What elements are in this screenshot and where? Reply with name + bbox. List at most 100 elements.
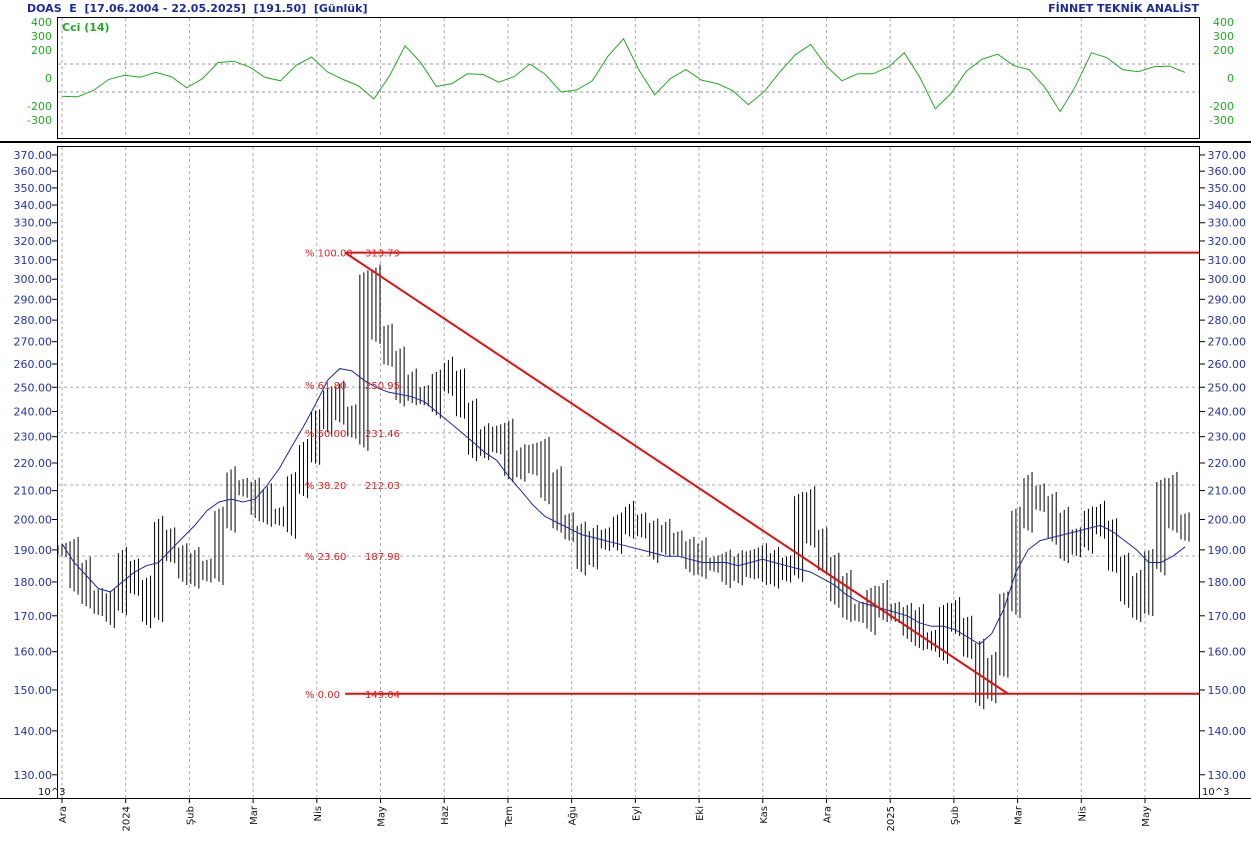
fibonacci-level-value: 231.46 [365, 429, 400, 440]
price-tick-label-left: 240.00 [14, 405, 53, 418]
last-price: [191.50] [253, 2, 307, 15]
price-panel-frame [57, 146, 1200, 799]
chart-header-info: DOAS E [17.06.2004 - 22.05.2025] [191.50… [27, 2, 367, 15]
price-tick-label-left: 180.00 [14, 576, 53, 589]
x-tick-label: Ağu [567, 806, 579, 826]
scale-note-right: 10^3 [1202, 787, 1229, 798]
cci-tick-label-left: 300 [31, 30, 52, 43]
x-tick-label: Mar [1014, 805, 1025, 825]
cci-tick-label-left: 200 [31, 44, 52, 57]
fibonacci-level-value: 212.03 [365, 481, 400, 492]
price-tick-label-left: 350.00 [14, 182, 53, 195]
cci-tick-label-right: -200 [1209, 100, 1234, 113]
scale-note-left: 10^3 [38, 787, 65, 798]
fibonacci-level-value: 149.04 [365, 690, 400, 701]
price-tick-label-left: 150.00 [14, 684, 53, 697]
price-tick-label-right: 230.00 [1208, 431, 1247, 444]
price-tick-label-left: 270.00 [14, 336, 53, 349]
fibonacci-level-value: 187.98 [365, 552, 400, 563]
price-tick-label-left: 190.00 [14, 544, 53, 557]
price-tick-label-right: 290.00 [1208, 293, 1247, 306]
price-tick-label-right: 350.00 [1208, 182, 1247, 195]
price-tick-label-left: 260.00 [14, 358, 53, 371]
x-tick-label: Nis [313, 806, 324, 821]
price-tick-label-left: 230.00 [14, 431, 53, 444]
fibonacci-level-label: % 23.60 [305, 552, 346, 563]
price-tick-label-right: 190.00 [1208, 544, 1247, 557]
x-tick-label: Tem [504, 806, 515, 827]
price-tick-label-right: 360.00 [1208, 165, 1247, 178]
cci-tick-label-right: 200 [1213, 44, 1234, 57]
fibonacci-level-label: % 38.20 [305, 481, 346, 492]
price-tick-label-left: 370.00 [14, 149, 53, 162]
fibonacci-trendline [344, 251, 1009, 695]
price-tick-label-right: 280.00 [1208, 314, 1247, 327]
x-tick-label: May [1141, 806, 1152, 827]
price-tick-label-left: 220.00 [14, 457, 53, 470]
price-tick-label-left: 200.00 [14, 513, 53, 526]
price-tick-label-left: 330.00 [14, 217, 53, 230]
price-tick-label-left: 360.00 [14, 165, 53, 178]
price-tick-label-right: 200.00 [1208, 513, 1247, 526]
cci-tick-label-left: 400 [31, 16, 52, 29]
price-tick-label-left: 300.00 [14, 273, 53, 286]
symbol: DOAS [27, 2, 62, 15]
cci-panel-frame [57, 17, 1200, 139]
price-tick-label-right: 240.00 [1208, 405, 1247, 418]
fibonacci-level-label: % 0.00 [305, 690, 340, 701]
x-tick-label: 2024 [122, 806, 133, 831]
x-tick-label: Şub [185, 806, 196, 825]
price-tick-label-right: 160.00 [1208, 646, 1247, 659]
price-tick-label-left: 290.00 [14, 293, 53, 306]
price-tick-label-left: 160.00 [14, 646, 53, 659]
price-tick-label-left: 140.00 [14, 725, 53, 738]
price-tick-label-left: 340.00 [14, 199, 53, 212]
price-tick-label-left: 310.00 [14, 254, 53, 267]
price-tick-label-left: 320.00 [14, 235, 53, 248]
price-tick-label-right: 220.00 [1208, 457, 1247, 470]
x-tick-label: Ara [822, 806, 833, 823]
price-tick-label-right: 210.00 [1208, 485, 1247, 498]
fibonacci-level-value: 250.95 [365, 381, 400, 392]
price-tick-label-right: 130.00 [1208, 769, 1247, 782]
price-tick-label-right: 150.00 [1208, 684, 1247, 697]
cci-tick-label-right: 0 [1227, 72, 1234, 85]
cci-tick-label-right: -300 [1209, 114, 1234, 127]
price-tick-label-right: 340.00 [1208, 199, 1247, 212]
cci-tick-label-right: 400 [1213, 16, 1234, 29]
cci-tick-label-left: 0 [45, 72, 52, 85]
price-tick-label-left: 170.00 [14, 610, 53, 623]
x-tick-label: Eyl [631, 806, 642, 821]
date-range: [17.06.2004 - 22.05.2025] [84, 2, 246, 15]
brand-title: FİNNET TEKNİK ANALİST [1048, 2, 1199, 15]
period: [Günlük] [313, 2, 368, 15]
price-tick-label-right: 270.00 [1208, 336, 1247, 349]
price-tick-label-right: 260.00 [1208, 358, 1247, 371]
fibonacci-level-label: % 50.00 [305, 429, 346, 440]
price-tick-label-right: 320.00 [1208, 235, 1247, 248]
x-tick-label: Eki [695, 806, 706, 821]
x-tick-label: Ara [58, 806, 69, 823]
series-code: E [69, 2, 77, 15]
price-tick-label-left: 210.00 [14, 485, 53, 498]
price-tick-label-right: 250.00 [1208, 381, 1247, 394]
price-tick-label-right: 310.00 [1208, 254, 1247, 267]
price-tick-label-right: 140.00 [1208, 725, 1247, 738]
price-tick-label-right: 300.00 [1208, 273, 1247, 286]
price-tick-label-right: 370.00 [1208, 149, 1247, 162]
x-tick-label: Kas [759, 806, 770, 824]
x-tick-label: Şub [950, 806, 961, 825]
price-tick-label-right: 180.00 [1208, 576, 1247, 589]
x-tick-label: 2025 [886, 806, 897, 831]
fibonacci-level-label: % 100.00 [305, 249, 353, 260]
price-tick-label-left: 130.00 [14, 769, 53, 782]
moving-average-line [61, 368, 1186, 646]
cci-tick-label-left: -300 [27, 114, 52, 127]
fibonacci-level-value: 313.79 [365, 249, 400, 260]
price-tick-label-right: 330.00 [1208, 217, 1247, 230]
x-tick-label: May [377, 806, 388, 827]
price-tick-label-left: 250.00 [14, 381, 53, 394]
cci-line [61, 37, 1186, 113]
price-tick-label-left: 280.00 [14, 314, 53, 327]
